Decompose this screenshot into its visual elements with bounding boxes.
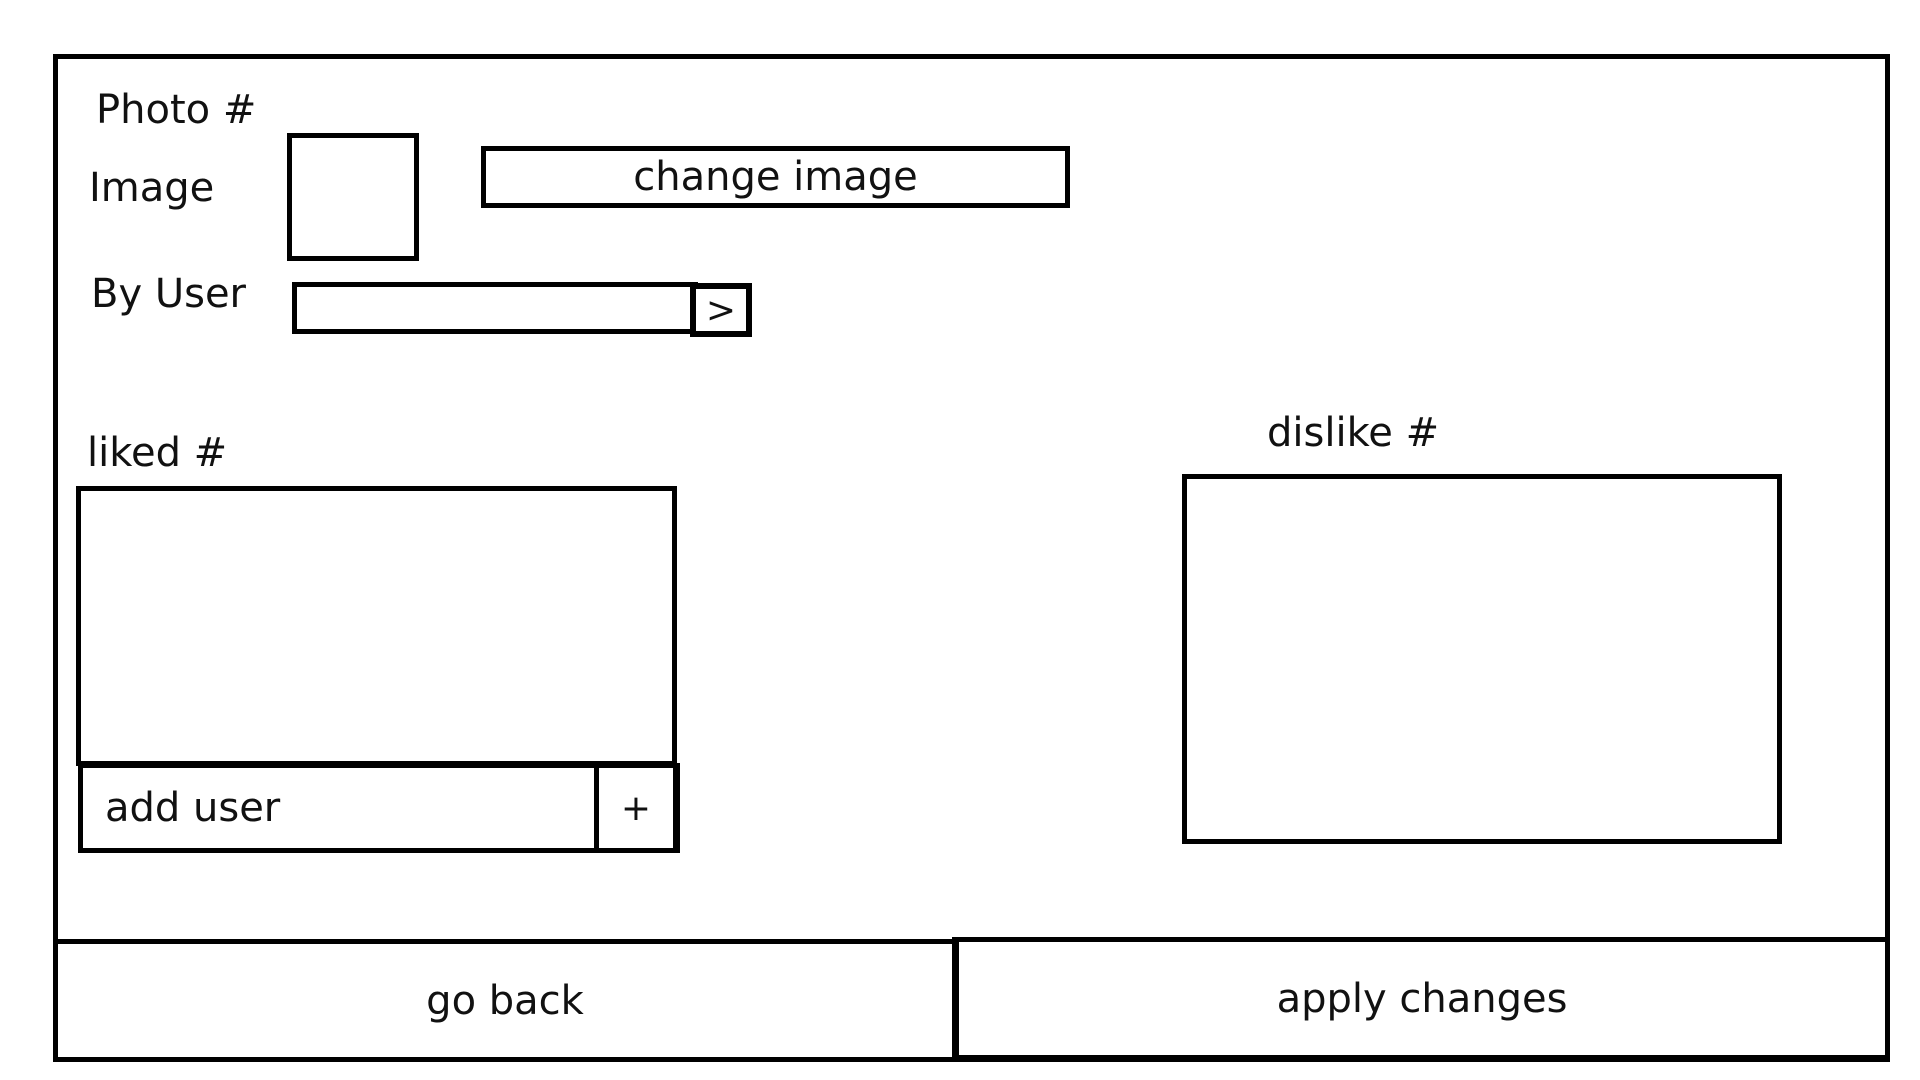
by-user-label: By User (91, 271, 246, 317)
image-label: Image (89, 165, 215, 211)
go-back-button[interactable]: go back (53, 939, 957, 1062)
change-image-button[interactable]: change image (481, 146, 1070, 208)
chevron-right-icon: > (705, 289, 737, 331)
add-user-button[interactable]: + (594, 763, 680, 853)
image-thumbnail (287, 133, 419, 261)
by-user-input[interactable] (292, 282, 698, 334)
plus-icon: + (620, 787, 652, 829)
liked-users-list[interactable] (76, 486, 677, 766)
dislike-count-label: dislike # (1267, 410, 1440, 456)
disliked-users-list[interactable] (1182, 474, 1782, 844)
by-user-go-button[interactable]: > (690, 283, 752, 337)
liked-count-label: liked # (87, 430, 228, 476)
add-user-input[interactable] (78, 763, 598, 853)
photo-number-label: Photo # (96, 87, 257, 133)
apply-changes-button[interactable]: apply changes (952, 937, 1890, 1060)
